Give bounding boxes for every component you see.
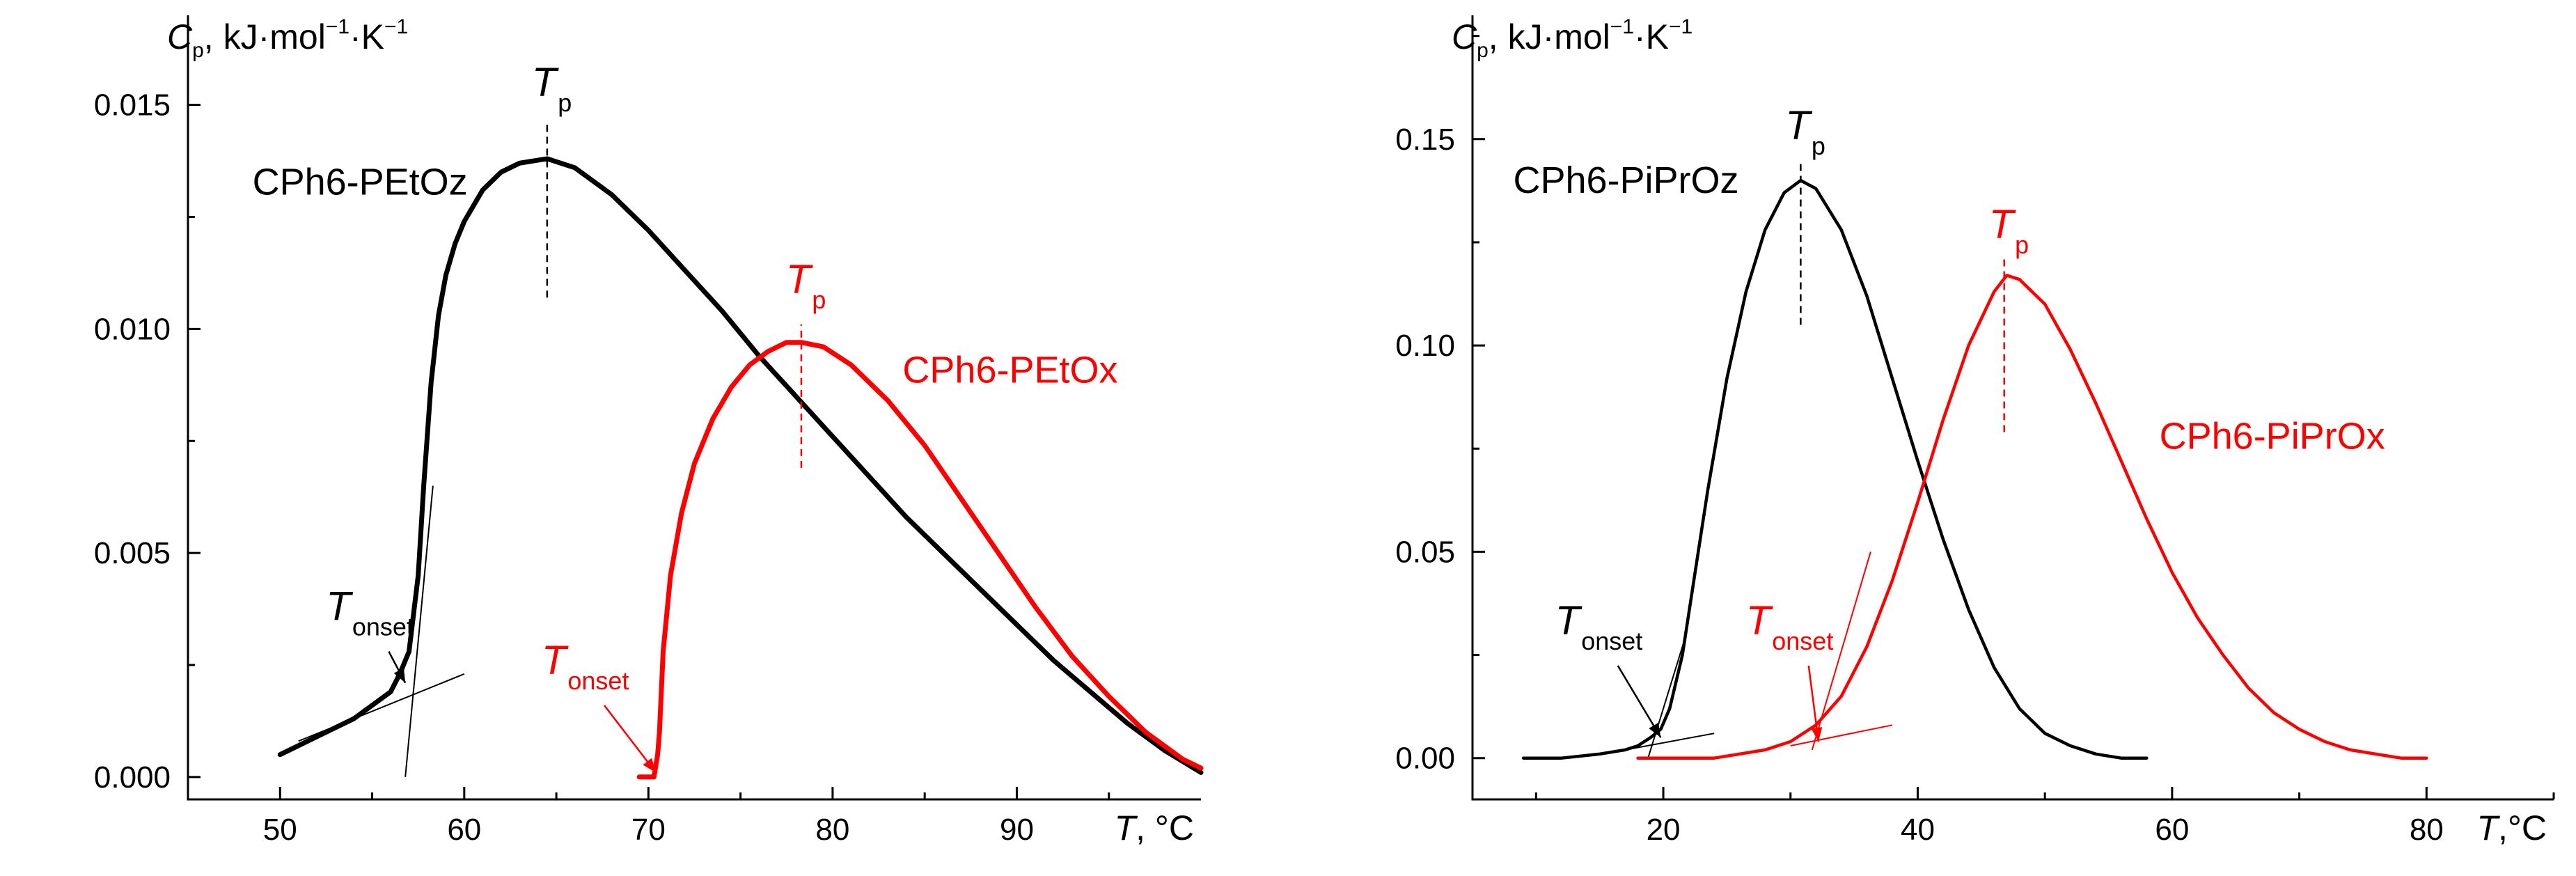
peak-temperature-label: Tp	[1989, 202, 2029, 259]
y-axis-subscript: p	[1477, 39, 1489, 62]
y-tick-label: 0.00	[1395, 742, 1455, 776]
series-label: CPh6-PiPrOx	[2160, 415, 2385, 457]
x-axis-symbol: T	[1115, 808, 1138, 847]
peak-temperature-symbol: T	[1785, 103, 1812, 148]
onset-temperature-symbol: T	[542, 638, 569, 683]
tangent-line	[1625, 733, 1715, 751]
y-tick-label: 0.15	[1395, 123, 1455, 157]
x-axis-symbol: T	[2476, 808, 2500, 847]
peak-temperature-symbol: T	[786, 257, 813, 302]
axes	[187, 15, 1201, 801]
onset-arrow-line	[1617, 665, 1662, 738]
y-axis-unit: , kJ·mol	[1489, 17, 1610, 56]
y-axis-unit: , kJ·mol	[204, 17, 326, 56]
peak-temperature-label: Tp	[1785, 103, 1825, 160]
tangent-line	[405, 485, 434, 777]
y-axis-exp2: −1	[1669, 15, 1693, 38]
onset-temperature-label: Tonset	[326, 584, 414, 641]
onset-temperature-symbol: T	[326, 584, 353, 629]
onset-temperature-subscript: onset	[352, 613, 414, 641]
onset-arrow-head	[393, 668, 406, 683]
y-axis-symbol: C	[1452, 17, 1477, 56]
onset-temperature-label: Tonset	[1555, 598, 1643, 655]
onset-arrow-head	[643, 758, 656, 773]
y-axis-symbol: C	[167, 17, 193, 56]
onset-temperature-label: Tonset	[542, 638, 629, 695]
onset-temperature-symbol: T	[1555, 598, 1582, 643]
y-tick-label: 0.005	[94, 536, 171, 570]
x-tick-label: 70	[631, 813, 666, 847]
onset-arrow-head	[1811, 727, 1823, 742]
y-tick-label: 0.010	[94, 312, 171, 346]
x-axis-label: T,°C	[2476, 808, 2547, 847]
x-tick-label: 20	[1647, 813, 1681, 847]
series-label: CPh6-PEtOz	[253, 161, 468, 203]
tangent-line	[1790, 724, 1893, 746]
y-axis-exp2: −1	[384, 15, 408, 38]
onset-arrow-head	[1649, 722, 1661, 738]
axes	[1471, 15, 2554, 801]
peak-temperature-symbol: T	[1989, 202, 2016, 247]
peak-temperature-subscript: p	[2015, 230, 2029, 259]
series-line-cph6-piprox	[1636, 274, 2428, 760]
x-tick-label: 80	[815, 813, 849, 847]
series-line-cph6-piproz	[1521, 178, 2149, 760]
x-tick-label: 80	[2410, 813, 2444, 847]
y-tick-label: 0.015	[94, 88, 171, 123]
series-line-cph6-petoz	[277, 156, 1204, 775]
y-axis-label: Cp, kJ·mol−1·K−1	[167, 15, 408, 62]
y-tick-label: 0.000	[94, 760, 171, 795]
x-axis-unit: ,°C	[2498, 808, 2547, 847]
onset-temperature-subscript: onset	[567, 666, 629, 695]
y-axis-exp1: −1	[326, 15, 350, 38]
y-tick-label: 0.10	[1395, 329, 1455, 363]
y-axis-label: Cp, kJ·mol−1·K−1	[1452, 15, 1693, 62]
x-tick-label: 60	[447, 813, 481, 847]
peak-temperature-symbol: T	[532, 60, 559, 105]
peak-temperature-label: Tp	[786, 257, 826, 314]
onset-temperature-subscript: onset	[1772, 627, 1833, 655]
y-axis-unit2: ·K	[350, 17, 384, 56]
onset-temperature-label: Tonset	[1746, 598, 1834, 655]
y-tick-label: 0.05	[1395, 535, 1455, 569]
y-axis-exp1: −1	[1610, 15, 1634, 38]
x-tick-label: 50	[263, 813, 297, 847]
y-axis-subscript: p	[192, 39, 204, 62]
x-axis-unit: , °C	[1136, 808, 1194, 847]
x-axis-label: T, °C	[1115, 808, 1194, 847]
peak-temperature-subscript: p	[812, 286, 826, 314]
series-line-cph6-petox	[636, 340, 1204, 780]
series-label: CPh6-PEtOx	[902, 350, 1117, 391]
tangent-line	[1647, 634, 1687, 759]
x-tick-label: 60	[2155, 813, 2189, 847]
x-tick-label: 90	[1000, 813, 1034, 847]
onset-arrow-line	[603, 705, 657, 774]
peak-temperature-label: Tp	[532, 60, 572, 117]
y-axis-unit2: ·K	[1634, 17, 1669, 56]
x-tick-label: 40	[1901, 813, 1935, 847]
onset-temperature-subscript: onset	[1581, 627, 1642, 655]
onset-temperature-symbol: T	[1746, 598, 1773, 643]
peak-temperature-subscript: p	[558, 88, 572, 117]
series-label: CPh6-PiPrOz	[1513, 159, 1738, 201]
peak-temperature-subscript: p	[1812, 132, 1825, 160]
